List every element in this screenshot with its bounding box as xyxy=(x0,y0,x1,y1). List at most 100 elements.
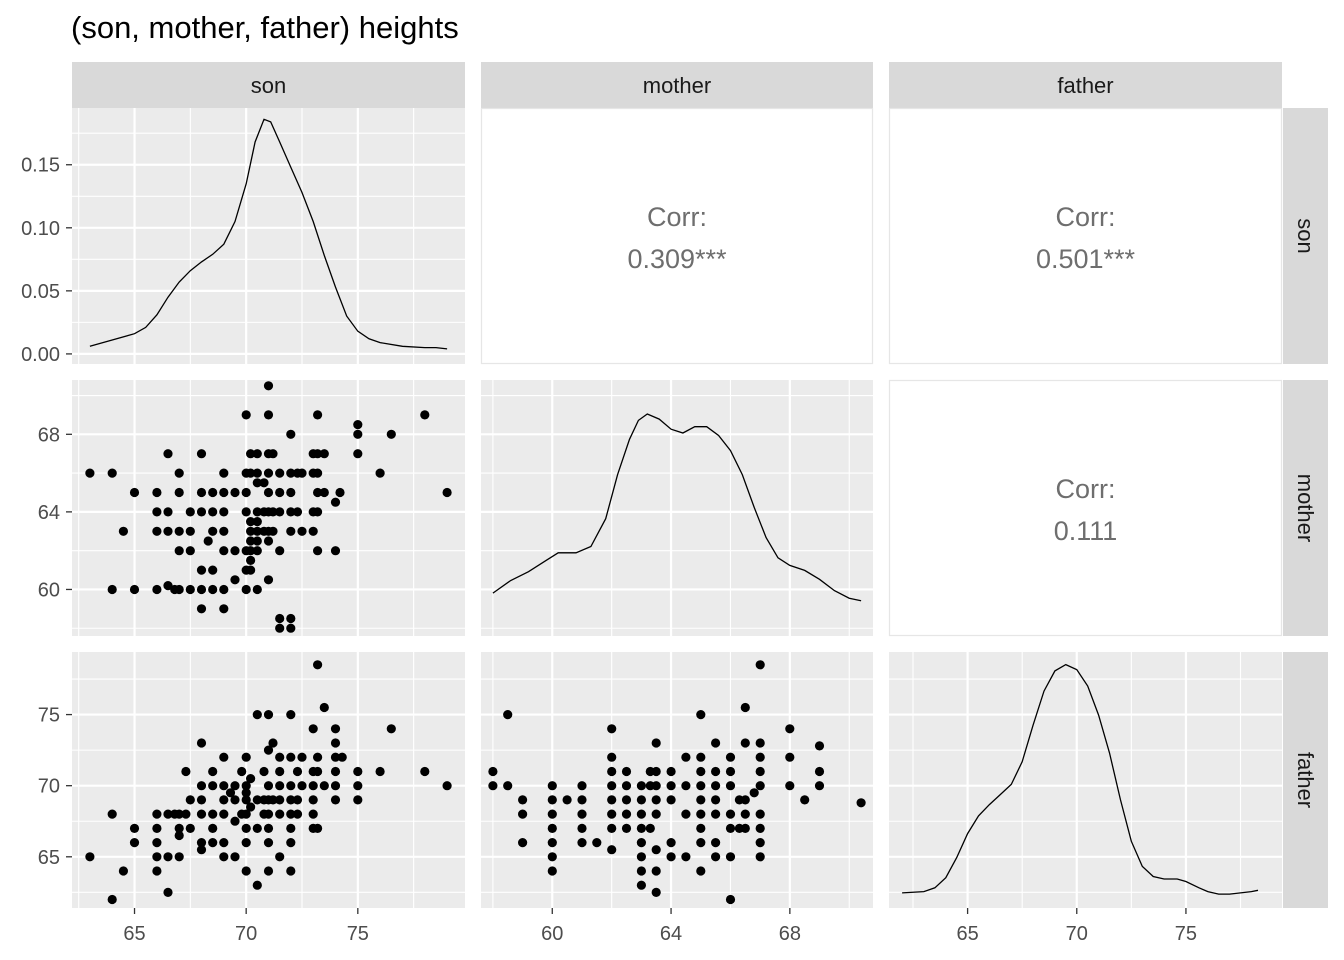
scatter-point xyxy=(219,781,229,791)
scatter-point xyxy=(711,852,721,862)
scatter-point xyxy=(636,781,647,791)
scatter-point xyxy=(292,795,303,805)
scatter-point xyxy=(275,613,285,624)
scatter-point xyxy=(208,487,218,498)
scatter-point xyxy=(230,575,240,585)
scatter-point xyxy=(246,802,256,812)
scatter-point xyxy=(755,766,765,777)
scatter-point xyxy=(308,781,318,791)
scatter-point xyxy=(129,823,140,834)
scatter-point xyxy=(621,795,632,805)
x-tick-label-father: 75 xyxy=(1175,923,1197,945)
scatter-point xyxy=(252,478,262,488)
scatter-point xyxy=(230,487,240,498)
scatter-point xyxy=(577,795,587,805)
scatter-point xyxy=(163,809,173,819)
scatter-point xyxy=(814,781,825,791)
strip-label-top-mother: mother xyxy=(643,73,711,98)
scatter-point xyxy=(246,565,256,575)
scatter-point xyxy=(442,781,452,791)
scatter-point xyxy=(196,449,207,459)
scatter-point xyxy=(241,838,251,848)
scatter-point xyxy=(547,866,557,876)
scatter-point xyxy=(711,766,721,777)
y-tick-label-father: 75 xyxy=(38,705,60,727)
y-tick-label-density: 0.10 xyxy=(21,218,60,240)
scatter-point xyxy=(337,752,347,762)
scatter-point xyxy=(203,536,213,546)
scatter-point xyxy=(185,546,195,556)
scatter-point xyxy=(241,507,251,517)
scatter-point xyxy=(252,517,262,527)
scatter-point xyxy=(286,710,296,720)
scatter-point xyxy=(246,555,256,566)
scatter-point xyxy=(241,584,251,595)
scatter-point xyxy=(174,584,184,595)
scatter-point xyxy=(547,781,557,791)
scatter-point xyxy=(241,866,251,876)
scatter-point xyxy=(503,710,513,720)
scatter-point xyxy=(313,752,323,762)
scatter-point xyxy=(241,823,251,834)
scatter-point xyxy=(241,809,251,819)
scatter-point xyxy=(286,809,296,819)
scatter-point xyxy=(174,830,184,841)
scatter-point xyxy=(275,468,285,478)
scatter-point xyxy=(268,449,278,459)
scatter-point xyxy=(696,781,706,791)
scatter-point xyxy=(174,809,184,819)
scatter-point xyxy=(696,838,706,848)
scatter-point xyxy=(319,781,329,791)
scatter-point xyxy=(219,468,229,478)
scatter-point xyxy=(330,781,341,791)
scatter-point xyxy=(219,809,229,819)
scatter-point xyxy=(252,584,262,595)
scatter-point xyxy=(636,866,647,876)
scatter-point xyxy=(185,507,195,517)
scatter-point xyxy=(330,766,341,777)
scatter-point xyxy=(252,795,262,805)
scatter-point xyxy=(219,487,229,498)
scatter-point xyxy=(375,766,385,777)
scatter-point xyxy=(292,809,303,819)
scatter-point xyxy=(286,487,296,498)
strip-right-father xyxy=(1283,652,1328,908)
scatter-point xyxy=(636,880,647,890)
scatter-point xyxy=(219,584,229,595)
scatter-point xyxy=(386,429,396,439)
scatter-mother_vs_father xyxy=(488,660,866,905)
scatter-point xyxy=(152,838,162,848)
scatter-point xyxy=(711,809,721,819)
scatter-point xyxy=(252,468,262,478)
scatter-point xyxy=(755,660,765,670)
scatter-point xyxy=(275,852,285,862)
scatter-point xyxy=(725,823,736,834)
scatter-point xyxy=(297,468,307,478)
scatter-point xyxy=(313,546,323,556)
scatter-point xyxy=(219,507,229,517)
scatter-point xyxy=(651,738,661,748)
scatter-point xyxy=(263,410,274,420)
scatter-point xyxy=(645,823,655,834)
scatter-point xyxy=(246,546,256,556)
scatter-point xyxy=(275,546,285,556)
scatter-point xyxy=(696,710,706,720)
scatter-point xyxy=(651,795,661,805)
scatter-point xyxy=(246,449,256,459)
scatter-point xyxy=(275,766,285,777)
scatter-point xyxy=(313,507,323,517)
scatter-point xyxy=(219,752,229,762)
scatter-point xyxy=(319,702,329,713)
scatter-point xyxy=(607,766,617,777)
scatter-point xyxy=(420,766,430,777)
scatter-point xyxy=(313,410,323,420)
scatter-point xyxy=(725,752,736,762)
scatter-point xyxy=(107,584,117,595)
y-tick-label-mother: 60 xyxy=(38,579,60,601)
corr-panel-son-father xyxy=(888,107,1283,365)
scatter-point xyxy=(592,838,602,848)
corr-value-son-mother: 0.309*** xyxy=(627,244,727,274)
scatter-point xyxy=(196,838,207,848)
panel-bg-son-son xyxy=(72,108,465,364)
scatter-point xyxy=(313,449,323,459)
